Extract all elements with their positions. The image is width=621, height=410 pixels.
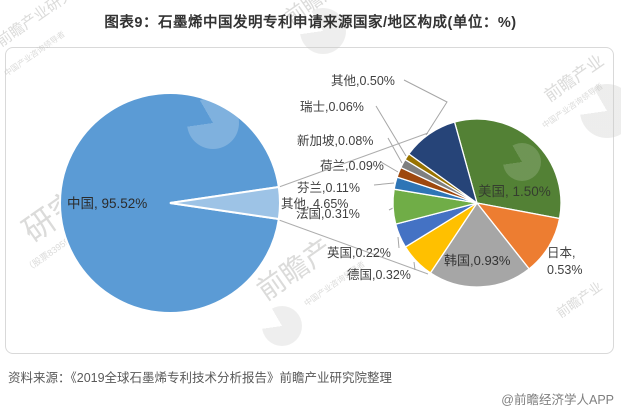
label-japan: 日本, 0.53% xyxy=(547,246,583,277)
label-usa: 美国, 1.50% xyxy=(478,184,551,199)
chart-title: 图表9：石墨烯中国发明专利申请来源国家/地区构成(单位：%) xyxy=(104,15,517,31)
primary-pie xyxy=(58,92,281,314)
leader-singapore xyxy=(387,137,403,164)
leader-uk xyxy=(397,236,400,249)
series-lines xyxy=(278,132,429,275)
leader-other xyxy=(403,79,448,136)
series-line-top xyxy=(278,132,429,188)
label-singapore: 新加坡,0.08% xyxy=(297,134,374,148)
source-note: 资料来源：《2019全球石墨烯专利技术分析报告》前瞻产业研究院整理 xyxy=(8,371,393,385)
label-uk: 英国,0.22% xyxy=(327,246,391,260)
slice-other-cn xyxy=(169,185,281,221)
series-line-bottom xyxy=(278,219,429,275)
slice-other xyxy=(407,121,479,205)
secondary-pie xyxy=(392,118,562,288)
leader-netherlands xyxy=(380,161,399,173)
slice-cn xyxy=(58,92,280,314)
slice-us xyxy=(453,118,562,220)
label-switzerland: 瑞士,0.06% xyxy=(300,100,364,114)
label-korea: 韩国,0.93% xyxy=(444,253,511,268)
label-germany: 德国,0.32% xyxy=(347,268,411,282)
label-china: 中国, 95.52% xyxy=(67,196,148,211)
leader-switzerland xyxy=(375,105,407,157)
credit-line: @前瞻经济学人APP xyxy=(501,393,614,407)
leader-lines xyxy=(373,79,448,271)
label-netherlands: 荷兰,0.09% xyxy=(320,159,384,173)
label-finland: 芬兰,0.11% xyxy=(297,181,360,195)
label-other-primary: 其他, 4.65% xyxy=(281,197,349,211)
label-other-secondary: 其他,0.50% xyxy=(331,74,395,88)
leader-finland xyxy=(373,182,395,186)
label-france: 法国,0.31% xyxy=(296,207,360,221)
leader-germany xyxy=(413,261,416,271)
slice-kr xyxy=(429,201,531,288)
